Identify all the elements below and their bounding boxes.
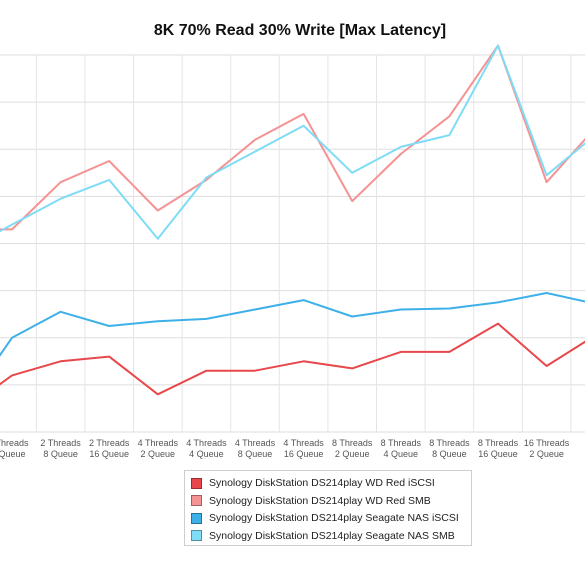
series-line-2 <box>0 292 585 357</box>
legend-label: Synology DiskStation DS214play Seagate N… <box>209 512 459 524</box>
x-tick-label: 4 Threads 2 Queue <box>138 438 179 459</box>
legend-item: Synology DiskStation DS214play Seagate N… <box>191 510 459 526</box>
x-tick-label: 4 Threads 16 Queue <box>283 438 324 459</box>
series-line-0 <box>0 322 585 396</box>
x-tick-label: 4 Threads 8 Queue <box>235 438 276 459</box>
series-line-1 <box>0 44 585 231</box>
legend-label: Synology DiskStation DS214play WD Red iS… <box>209 477 435 489</box>
legend-item: Synology DiskStation DS214play WD Red iS… <box>191 475 435 491</box>
x-tick-label: 8 Threads 4 Queue <box>381 438 422 459</box>
grid <box>0 54 585 433</box>
legend: Synology DiskStation DS214play WD Red iS… <box>184 470 472 546</box>
series-line-3 <box>0 44 585 240</box>
x-tick-label: 8 Threads 16 Queue <box>478 438 519 459</box>
x-tick-label: 8 Threads 8 Queue <box>429 438 470 459</box>
x-tick-label: 2 Threads 8 Queue <box>40 438 81 459</box>
legend-swatch <box>191 512 202 524</box>
legend-label: Synology DiskStation DS214play WD Red SM… <box>209 494 431 507</box>
x-tick-label: 4 Threads 4 Queue <box>186 438 227 459</box>
x-tick-label: 16 Threads 2 Queue <box>524 438 570 459</box>
legend-label: Synology DiskStation DS214play Seagate N… <box>209 529 455 542</box>
legend-swatch <box>191 495 202 506</box>
x-tick-label: 8 Threads 2 Queue <box>332 438 373 459</box>
series-lines <box>0 44 585 396</box>
legend-swatch <box>191 477 202 489</box>
x-tick-label: 2 Threads 16 Queue <box>89 438 130 459</box>
legend-item: Synology DiskStation DS214play Seagate N… <box>191 528 455 544</box>
x-tick-label: ThreadsQueue <box>0 438 29 459</box>
chart-title: 8K 70% Read 30% Write [Max Latency] <box>154 22 446 39</box>
legend-item: Synology DiskStation DS214play WD Red SM… <box>191 493 431 509</box>
legend-swatch <box>191 530 202 541</box>
